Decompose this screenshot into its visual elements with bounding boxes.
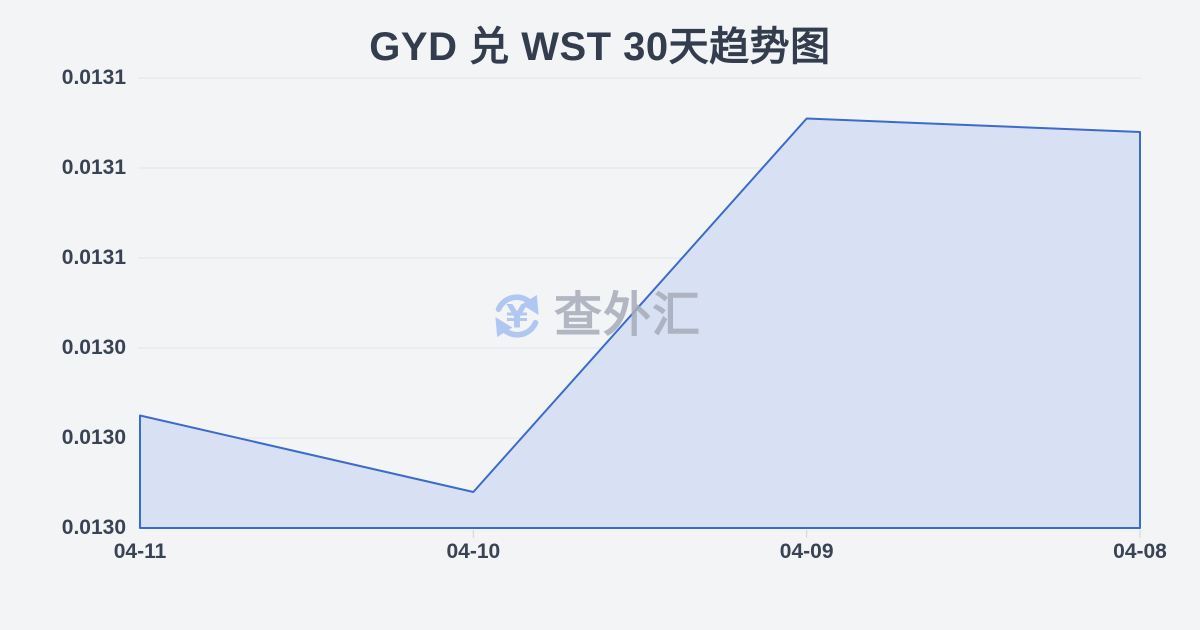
y-tick-label: 0.0130 [61,426,126,449]
y-tick-label: 0.0131 [61,246,126,269]
y-tick-label: 0.0130 [61,336,126,359]
x-tick-label: 04-10 [446,540,501,563]
x-tick-label: 04-11 [113,540,167,563]
y-tick-label: 0.0130 [61,516,126,539]
y-tick-label: 0.0131 [61,156,126,179]
area-series [139,117,1141,529]
y-tick-label: 0.0131 [61,66,126,89]
x-tick-label: 04-09 [779,540,834,563]
chart-title: GYD 兑 WST 30天趋势图 [369,25,831,69]
x-tick-label: 04-08 [1113,540,1167,563]
